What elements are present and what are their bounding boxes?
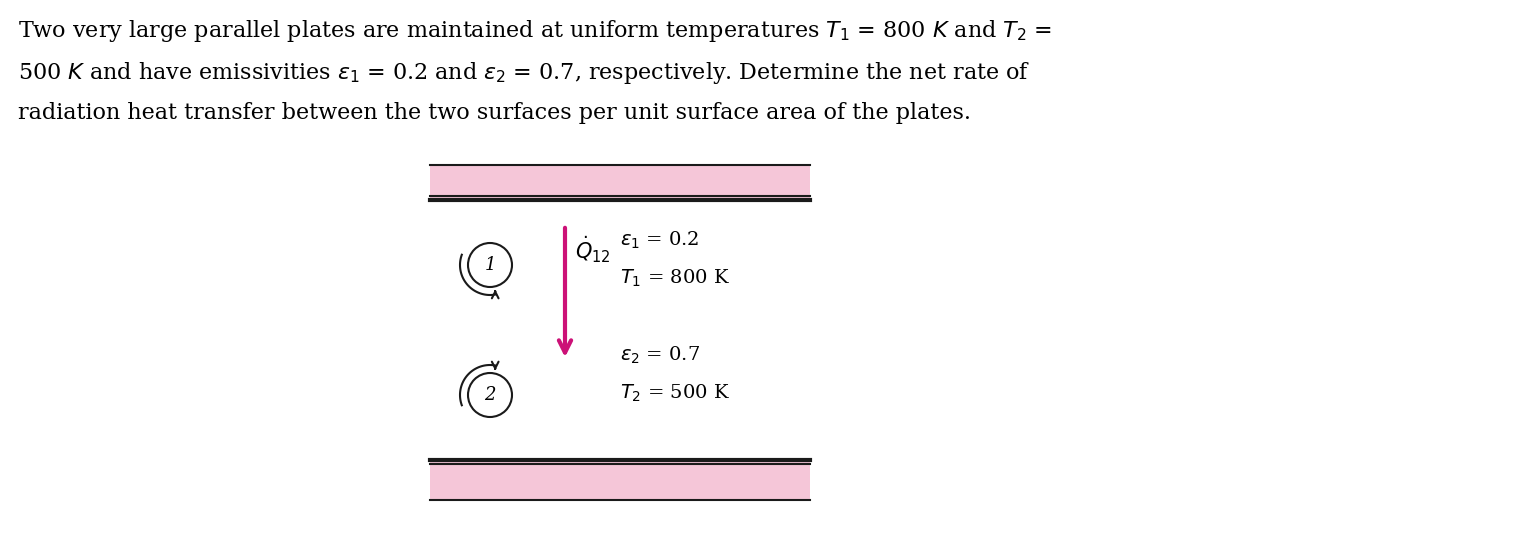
Text: 2: 2 bbox=[485, 386, 495, 404]
Text: 500 $K$ and have emissivities $\varepsilon_1$ = 0.2 and $\varepsilon_2$ = 0.7, r: 500 $K$ and have emissivities $\varepsil… bbox=[18, 60, 1031, 86]
Text: 1: 1 bbox=[485, 256, 495, 274]
Text: radiation heat transfer between the two surfaces per unit surface area of the pl: radiation heat transfer between the two … bbox=[18, 102, 971, 124]
Text: $\varepsilon_2$ = 0.7: $\varepsilon_2$ = 0.7 bbox=[620, 345, 700, 366]
Text: $T_2$ = 500 K: $T_2$ = 500 K bbox=[620, 383, 730, 404]
Text: $\varepsilon_1$ = 0.2: $\varepsilon_1$ = 0.2 bbox=[620, 230, 700, 251]
Bar bbox=[430, 460, 810, 500]
Bar bbox=[430, 165, 810, 200]
Circle shape bbox=[468, 373, 512, 417]
Circle shape bbox=[468, 243, 512, 287]
Text: Two very large parallel plates are maintained at uniform temperatures $T_1$ = 80: Two very large parallel plates are maint… bbox=[18, 18, 1052, 44]
Text: $T_1$ = 800 K: $T_1$ = 800 K bbox=[620, 268, 730, 289]
Text: $\dot{Q}_{12}$: $\dot{Q}_{12}$ bbox=[575, 235, 611, 265]
